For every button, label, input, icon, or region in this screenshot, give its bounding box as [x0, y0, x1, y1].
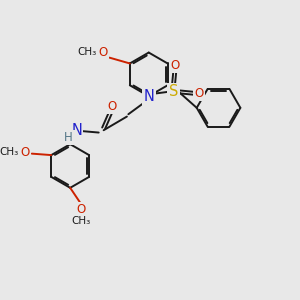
Text: CH₃: CH₃ — [0, 147, 18, 157]
Text: CH₃: CH₃ — [71, 216, 91, 226]
Text: O: O — [108, 100, 117, 113]
Text: O: O — [76, 203, 86, 216]
Text: CH₃: CH₃ — [77, 47, 97, 57]
Text: N: N — [71, 123, 82, 138]
Text: N: N — [143, 89, 154, 104]
Text: O: O — [170, 58, 179, 72]
Text: O: O — [20, 146, 30, 159]
Text: O: O — [98, 46, 108, 59]
Text: O: O — [194, 87, 204, 100]
Text: S: S — [169, 84, 178, 99]
Text: H: H — [64, 131, 73, 144]
